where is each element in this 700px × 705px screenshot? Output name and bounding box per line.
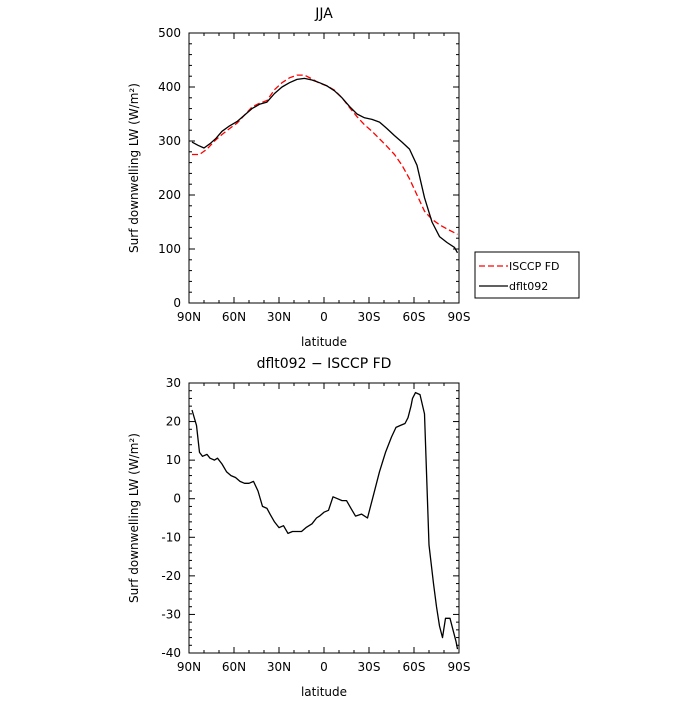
x-tick-label: 90N — [177, 660, 201, 674]
y-tick-label: -40 — [161, 646, 181, 660]
x-tick-label: 30N — [267, 310, 291, 324]
y-tick-label: 10 — [166, 453, 181, 467]
x-tick-label: 60S — [403, 310, 426, 324]
x-tick-label: 90N — [177, 310, 201, 324]
legend-box — [474, 251, 580, 299]
x-tick-label: 60N — [222, 310, 246, 324]
bottom-chart: -40 -30 -20 -10 0 10 20 30 90N 60N 30N 0 30S 60S 90S df… — [127, 356, 470, 699]
legend-label: dflt092 — [509, 280, 548, 293]
y-tick-label: 500 — [158, 26, 181, 40]
y-tick-label: 20 — [166, 415, 181, 429]
y-tick-label: 400 — [158, 80, 181, 94]
y-tick-label: 0 — [173, 296, 181, 310]
series-line-isccp-fd — [192, 74, 458, 235]
y-tick-label: 0 — [173, 492, 181, 506]
x-tick-label: 30N — [267, 660, 291, 674]
y-tick-label: 300 — [158, 134, 181, 148]
x-axis-label: latitude — [301, 335, 347, 349]
chart-title: JJA — [314, 6, 333, 22]
top-chart: 0 100 200 300 400 500 90N 60N 30N 0 30S 60S 90S JJA la… — [127, 6, 470, 349]
plot-frame — [188, 382, 460, 654]
x-tick-label: 60S — [403, 660, 426, 674]
series-line-dflt092 — [191, 77, 459, 254]
y-tick-label: -20 — [161, 569, 181, 583]
x-tick-label: 0 — [320, 660, 328, 674]
legend: ISCCP FD dflt092 — [474, 251, 580, 299]
x-axis-label: latitude — [301, 685, 347, 699]
x-tick-label: 30S — [358, 660, 381, 674]
y-tick-label: -30 — [161, 607, 181, 621]
x-tick-label: 90S — [448, 310, 471, 324]
y-axis-label: Surf downwelling LW (W/m²) — [127, 433, 141, 603]
x-tick-label: 30S — [358, 310, 381, 324]
y-tick-label: 30 — [166, 376, 181, 390]
y-axis-label: Surf downwelling LW (W/m²) — [127, 83, 141, 253]
y-tick-label: 200 — [158, 188, 181, 202]
x-tick-label: 60N — [222, 660, 246, 674]
y-tick-label: 100 — [158, 242, 181, 256]
x-tick-label: 90S — [448, 660, 471, 674]
chart-title: dflt092 − ISCCP FD — [257, 356, 392, 372]
series-line-0 — [191, 391, 459, 650]
y-tick-label: -10 — [161, 530, 181, 544]
plot-frame — [188, 32, 460, 304]
x-tick-label: 0 — [320, 310, 328, 324]
legend-label: ISCCP FD — [509, 260, 560, 273]
